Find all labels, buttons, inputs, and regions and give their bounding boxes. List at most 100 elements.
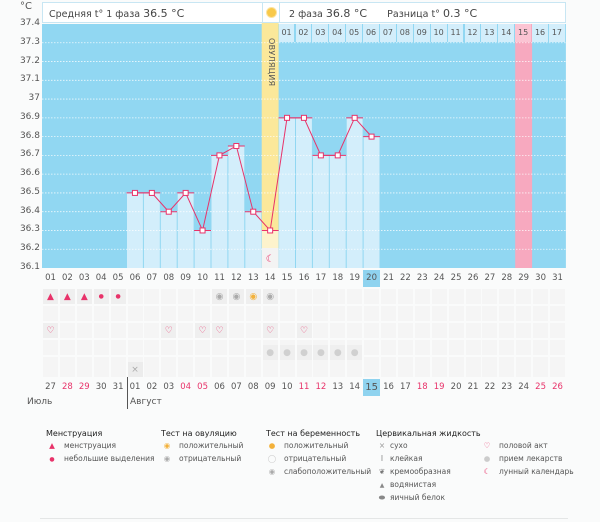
calendar-date[interactable]: 22 [484,382,496,392]
empty-cell[interactable] [499,362,515,377]
empty-cell[interactable] [161,306,177,321]
x-tick-label[interactable]: 08 [163,273,175,283]
empty-cell[interactable] [381,323,396,338]
x-tick-label[interactable]: 24 [433,273,445,283]
empty-cell[interactable] [178,340,194,355]
pill-icon[interactable]: ● [279,345,295,360]
empty-cell[interactable] [330,323,346,338]
empty-cell[interactable] [347,289,363,304]
calendar-date[interactable]: 29 [78,382,90,392]
empty-cell[interactable] [296,362,312,377]
calendar-date[interactable]: 24 [518,382,530,392]
empty-cell[interactable] [127,289,143,304]
cervical-dry-icon[interactable]: × [127,362,143,377]
empty-cell[interactable] [347,362,363,377]
empty-cell[interactable] [516,340,532,355]
x-tick-label[interactable]: 19 [349,273,361,283]
empty-cell[interactable] [381,362,396,377]
empty-cell[interactable] [313,306,329,321]
calendar-date[interactable]: 13 [332,382,344,392]
empty-cell[interactable] [144,323,160,338]
empty-cell[interactable] [330,306,346,321]
empty-cell[interactable] [448,362,464,377]
pill-icon[interactable]: ● [262,345,278,360]
x-tick-label[interactable]: 03 [78,273,90,283]
empty-cell[interactable] [364,362,380,377]
empty-cell[interactable] [499,340,515,355]
empty-cell[interactable] [330,362,346,377]
calendar-date[interactable]: 07 [230,382,242,392]
empty-cell[interactable] [431,289,447,304]
empty-cell[interactable] [482,289,498,304]
empty-cell[interactable] [161,340,177,355]
empty-cell[interactable] [414,306,430,321]
x-tick-label[interactable]: 16 [298,273,310,283]
empty-cell[interactable] [228,340,244,355]
calendar-date[interactable]: 05 [197,382,208,392]
heart-icon[interactable]: ♡ [212,323,227,338]
empty-cell[interactable] [397,289,413,304]
empty-cell[interactable] [296,289,312,304]
empty-cell[interactable] [212,362,227,377]
x-tick-label[interactable]: 31 [552,273,563,283]
empty-cell[interactable] [516,323,532,338]
x-tick-label[interactable]: 15 [281,273,293,283]
empty-cell[interactable] [262,362,278,377]
empty-cell[interactable] [499,306,515,321]
empty-cell[interactable] [550,323,565,338]
empty-cell[interactable] [414,289,430,304]
empty-cell[interactable] [533,323,549,338]
ovulation-negative-icon[interactable]: ◉ [228,289,244,304]
empty-cell[interactable] [245,362,261,377]
empty-cell[interactable] [178,306,194,321]
empty-cell[interactable] [448,323,464,338]
x-tick-label[interactable]: 11 [214,273,225,283]
calendar-date[interactable]: 12 [315,382,327,392]
empty-cell[interactable] [482,306,498,321]
calendar-date[interactable]: 08 [247,382,259,392]
empty-cell[interactable] [212,306,227,321]
empty-cell[interactable] [550,340,565,355]
calendar-date[interactable]: 25 [535,382,546,392]
empty-cell[interactable] [93,306,109,321]
pill-icon[interactable]: ● [330,345,346,360]
x-tick-label[interactable]: 22 [399,273,411,283]
heart-icon[interactable]: ♡ [161,323,177,338]
empty-cell[interactable] [93,323,109,338]
calendar-date[interactable]: 09 [264,382,276,392]
empty-cell[interactable] [195,362,211,377]
calendar-date[interactable]: 11 [298,382,310,392]
empty-cell[interactable] [448,306,464,321]
calendar-date[interactable]: 03 [163,382,175,392]
x-tick-label[interactable]: 28 [501,273,513,283]
empty-cell[interactable] [431,323,447,338]
empty-cell[interactable] [397,323,413,338]
x-tick-label[interactable]: 10 [197,273,208,283]
heart-icon[interactable]: ♡ [43,323,58,338]
heart-icon[interactable]: ♡ [296,323,312,338]
empty-cell[interactable] [550,306,565,321]
empty-cell[interactable] [381,306,396,321]
empty-cell[interactable] [279,323,295,338]
empty-cell[interactable] [414,323,430,338]
empty-cell[interactable] [465,306,481,321]
empty-cell[interactable] [279,289,295,304]
empty-cell[interactable] [482,340,498,355]
empty-cell[interactable] [178,362,194,377]
empty-cell[interactable] [448,340,464,355]
empty-cell[interactable] [110,340,126,355]
pill-icon[interactable]: ● [347,345,363,360]
empty-cell[interactable] [195,289,211,304]
x-tick-label[interactable]: 05 [112,273,124,283]
empty-cell[interactable] [212,340,227,355]
empty-cell[interactable] [313,289,329,304]
empty-cell[interactable] [76,340,92,355]
calendar-date[interactable]: 04 [180,382,192,392]
menstruation-icon[interactable]: ▲ [43,289,58,304]
heart-icon[interactable]: ♡ [262,323,278,338]
x-tick-label[interactable]: 09 [180,273,192,283]
empty-cell[interactable] [245,340,261,355]
empty-cell[interactable] [533,289,549,304]
calendar-date[interactable]: 23 [501,382,513,392]
empty-cell[interactable] [533,306,549,321]
